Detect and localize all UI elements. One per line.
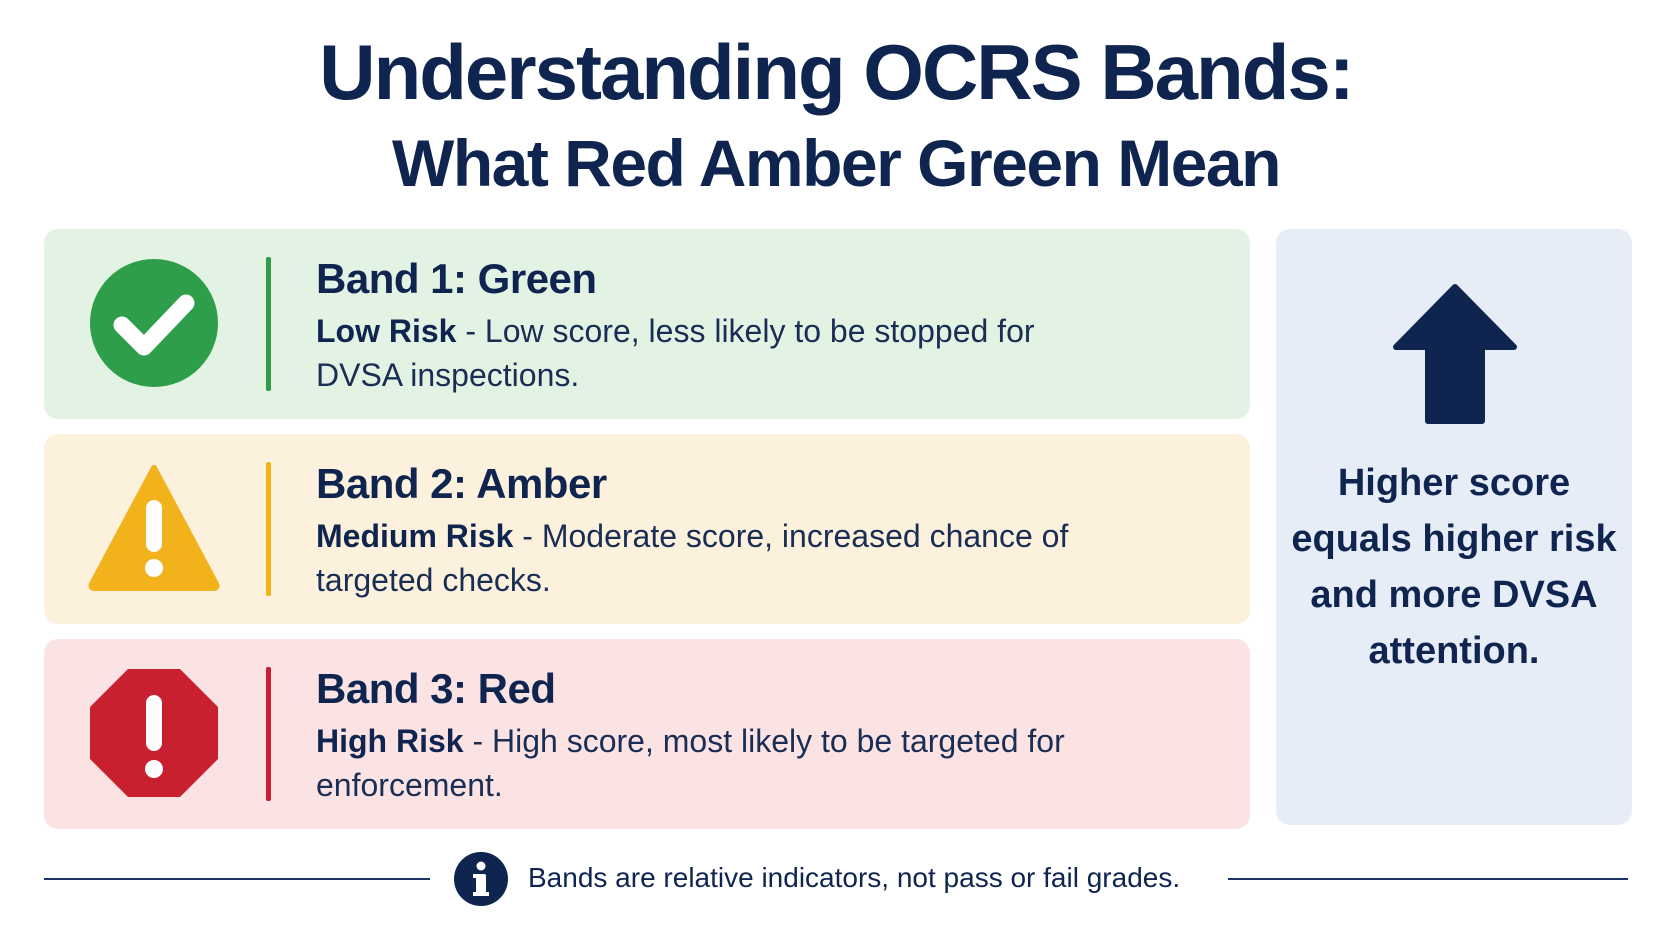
page-subtitle: What Red Amber Green Mean: [392, 126, 1281, 200]
band-title: Band 3: Red: [316, 665, 556, 712]
separator: -: [513, 518, 542, 554]
band-description: High Risk - High score, most likely to b…: [316, 719, 1096, 807]
band-divider: [266, 667, 271, 801]
risk-level: Medium Risk: [316, 518, 514, 554]
footer-note: Bands are relative indicators, not pass …: [528, 862, 1181, 893]
risk-level: High Risk: [316, 723, 464, 759]
band-description-text: High score, most likely to be targeted f…: [316, 723, 1065, 803]
info-icon: [454, 852, 508, 906]
footer-divider-left: [44, 878, 430, 880]
risk-scale-panel: Higher score equals higher risk and more…: [1276, 229, 1632, 825]
band-divider: [266, 257, 271, 391]
check-circle-icon: [90, 259, 218, 387]
band-title: Band 1: Green: [316, 255, 597, 302]
page-title: Understanding OCRS Bands:: [319, 28, 1354, 116]
band-description-text: Low score, less likely to be stopped for…: [316, 313, 1035, 393]
band-card-red: Band 3: Red High Risk - High score, most…: [44, 639, 1250, 829]
band-description: Low Risk - Low score, less likely to be …: [316, 309, 1096, 397]
band-card-green: Band 1: Green Low Risk - Low score, less…: [44, 229, 1250, 419]
band-title: Band 2: Amber: [316, 460, 607, 507]
arrow-up-icon: [1393, 284, 1517, 424]
risk-level: Low Risk: [316, 313, 457, 349]
stop-octagon-icon: [90, 669, 218, 797]
footer-divider-right: [1228, 878, 1628, 880]
band-card-amber: Band 2: Amber Medium Risk - Moderate sco…: [44, 434, 1250, 624]
separator: -: [463, 723, 493, 759]
separator: -: [456, 313, 485, 349]
warning-triangle-icon: [88, 465, 220, 591]
risk-scale-text: Higher score equals higher risk and more…: [1291, 462, 1617, 672]
band-description-text: Moderate score, increased chance of targ…: [316, 518, 1069, 598]
band-description: Medium Risk - Moderate score, increased …: [316, 514, 1096, 602]
band-divider: [266, 462, 271, 596]
